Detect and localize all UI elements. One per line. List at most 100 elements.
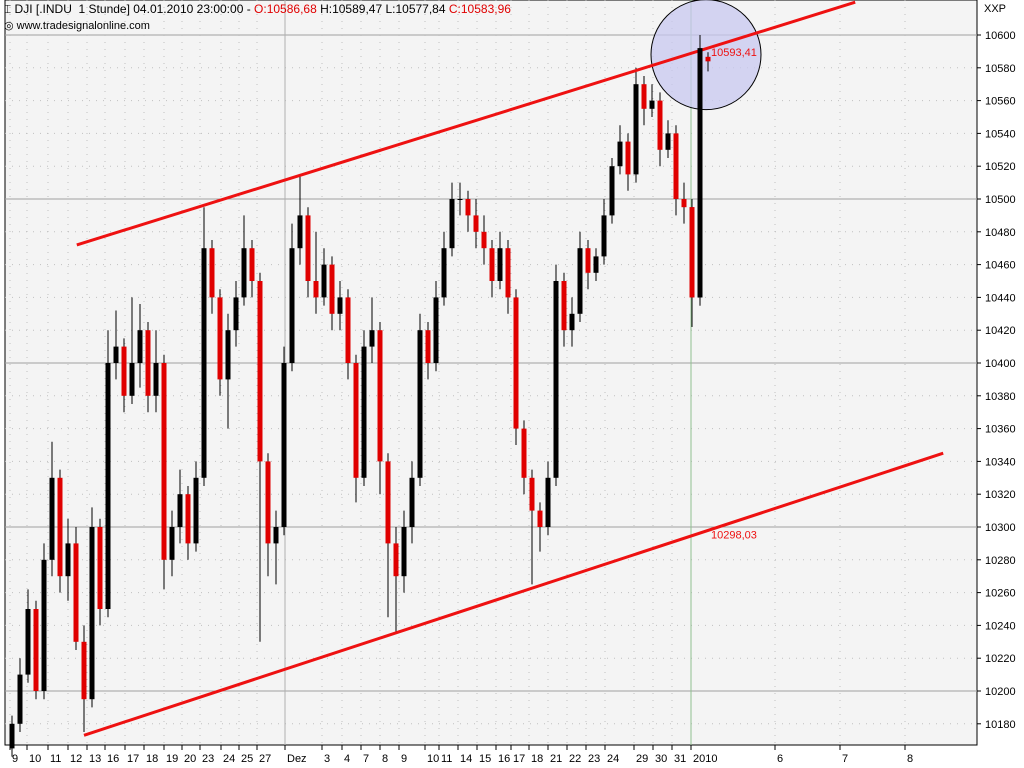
candle: [33, 600, 39, 700]
candle-body: [169, 527, 175, 560]
x-tick-label: 18: [531, 753, 543, 765]
candle-body: [257, 281, 263, 462]
candle: [649, 84, 655, 117]
candle-body: [561, 281, 567, 331]
candle: [161, 354, 167, 590]
candle: [105, 330, 111, 618]
y-tick-label: 10260: [985, 588, 1016, 600]
candle-body: [697, 48, 703, 298]
candle: [361, 330, 367, 486]
x-tick-label: 13: [89, 753, 101, 765]
candle: [9, 715, 15, 757]
candle: [505, 240, 511, 314]
y-tick-label: 10460: [985, 260, 1016, 272]
y-tick-label: 10600: [985, 30, 1016, 42]
candle: [281, 346, 287, 536]
x-tick-label: 24: [223, 753, 235, 765]
candle-body: [465, 199, 471, 216]
candle: [545, 461, 551, 536]
candle-body: [25, 609, 31, 675]
candle-body: [633, 84, 639, 175]
candle-body: [609, 166, 615, 216]
candle: [401, 510, 407, 593]
source-link[interactable]: ◎ www.tradesignalonline.com: [4, 19, 150, 32]
candle-body: [161, 363, 167, 560]
x-tick-label: 23: [202, 753, 214, 765]
candle-body: [521, 428, 527, 478]
candle-body: [625, 141, 631, 175]
candle: [521, 420, 527, 495]
y-tick-label: 10580: [985, 63, 1016, 75]
y-tick-label: 10420: [985, 325, 1016, 337]
candle: [577, 231, 583, 322]
x-tick-label: 11: [441, 753, 452, 765]
candle: [641, 76, 647, 126]
candle-body: [305, 215, 311, 281]
candle-body: [185, 494, 191, 544]
candle-body: [689, 207, 695, 298]
candle: [385, 453, 391, 618]
x-tick-label: 3: [324, 753, 330, 765]
candle-body: [417, 330, 423, 478]
candle-body: [705, 56, 711, 62]
candle: [409, 461, 415, 544]
x-tick-label: 19: [166, 753, 178, 765]
candle-body: [97, 527, 103, 609]
candle: [321, 248, 327, 306]
x-tick-label: 11: [50, 753, 61, 765]
candle-body: [433, 297, 439, 363]
candle: [193, 461, 199, 552]
candle-body: [497, 248, 503, 281]
candle: [393, 527, 399, 634]
candle-body: [665, 133, 671, 150]
candle-body: [585, 248, 591, 273]
candle-body: [17, 674, 23, 724]
candle: [497, 231, 503, 290]
candle-body: [457, 199, 463, 200]
candle: [209, 240, 215, 314]
candle: [41, 543, 47, 700]
candle-body: [377, 330, 383, 462]
candle-body: [681, 199, 687, 208]
y-tick-label: 10560: [985, 96, 1016, 108]
candle-body: [401, 527, 407, 577]
candle-body: [41, 559, 47, 691]
header-high: H:10589,47: [316, 2, 383, 16]
candle: [49, 441, 55, 577]
candle: [345, 289, 351, 380]
candle-body: [81, 641, 87, 700]
candle-body: [529, 477, 535, 511]
candle-body: [153, 363, 159, 396]
candle-body: [249, 248, 255, 281]
candle-body: [273, 527, 279, 544]
candle-body: [617, 141, 623, 167]
candle: [145, 322, 151, 413]
candle-body: [569, 313, 575, 331]
channel-value-label: 10593,41: [711, 47, 757, 59]
candle-body: [57, 477, 63, 577]
candle-body: [441, 248, 447, 298]
candle: [441, 231, 447, 306]
x-tick-label: 14: [460, 753, 472, 765]
candle-body: [673, 133, 679, 199]
candle: [369, 297, 375, 363]
candle-body: [545, 477, 551, 527]
candle-body: [473, 215, 479, 232]
candle: [185, 486, 191, 560]
y-tick-label: 10400: [985, 358, 1016, 370]
highlight-circle: [650, 0, 762, 111]
candle: [97, 518, 103, 626]
candle-body: [513, 297, 519, 429]
candle-body: [225, 330, 231, 380]
candle-body: [33, 609, 39, 691]
candle: [337, 281, 343, 331]
x-tick-label: 9: [12, 753, 18, 765]
eye-icon: ◎: [4, 20, 17, 32]
candle: [449, 182, 455, 257]
x-tick-label: 22: [569, 753, 581, 765]
candle: [233, 281, 239, 347]
x-tick-label: 31: [674, 753, 686, 765]
y-tick-label: 10320: [985, 489, 1016, 501]
header-close: C:10583,96: [445, 2, 511, 16]
